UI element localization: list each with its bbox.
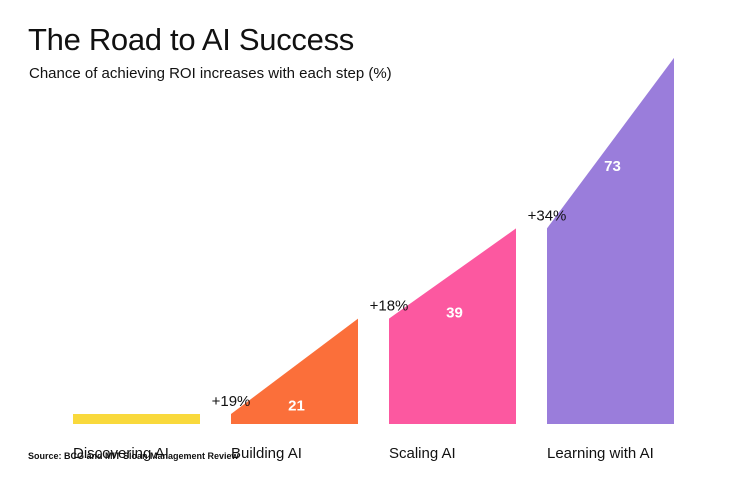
category-label-discovering-ai: Discovering AI — [73, 445, 169, 462]
value-label-scaling-ai: 39 — [446, 305, 463, 322]
increment-label-learning-with-ai: +34% — [528, 207, 567, 224]
category-label-scaling-ai: Scaling AI — [389, 445, 456, 462]
step-shape-learning-with-ai — [547, 57, 674, 424]
step-shape-building-ai — [231, 318, 358, 424]
source-note: Source: BCG and MIT Sloan Management Rev… — [28, 451, 239, 461]
increment-label-building-ai: +19% — [212, 393, 251, 410]
value-label-learning-with-ai: 73 — [604, 158, 621, 175]
category-label-learning-with-ai: Learning with AI — [547, 445, 654, 462]
increment-label-scaling-ai: +18% — [370, 298, 409, 315]
step-shape-discovering-ai — [73, 413, 200, 424]
category-label-building-ai: Building AI — [231, 445, 302, 462]
value-label-building-ai: 21 — [288, 397, 305, 414]
value-label-discovering-ai: 2 — [134, 396, 142, 413]
chart-subtitle: Chance of achieving ROI increases with e… — [29, 65, 392, 82]
chart-title: The Road to AI Success — [28, 22, 354, 57]
step-shape-scaling-ai — [389, 228, 516, 424]
